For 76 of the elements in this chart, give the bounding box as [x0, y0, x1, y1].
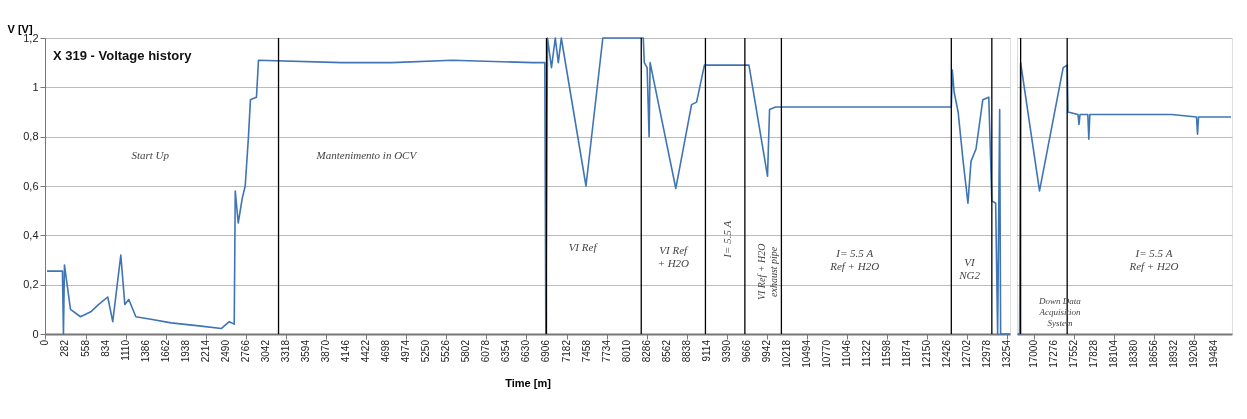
y-tick-label: 0: [32, 327, 39, 340]
x-tick-label: 3870: [320, 339, 332, 363]
x-tick-label: 5526: [440, 339, 452, 363]
x-tick-label: 10218: [780, 339, 792, 368]
x-tick-label: 6906: [540, 339, 552, 363]
x-tick-label: 18656: [1147, 339, 1159, 368]
x-tick-label: 8838: [680, 339, 692, 363]
x-tick-label: 3042: [259, 339, 271, 363]
x-tick-label: 18380: [1127, 339, 1139, 368]
x-tick-label: 3318: [279, 339, 291, 363]
x-tick-label: 11046: [841, 339, 853, 368]
x-tick-label: 4698: [380, 339, 392, 363]
y-tick-label: 0,4: [23, 228, 39, 241]
x-tick-label: 13254: [1001, 339, 1013, 368]
x-tick-label: 19208: [1188, 339, 1200, 368]
x-tick-label: 3594: [299, 339, 311, 363]
x-tick-label: 17276: [1047, 339, 1059, 368]
x-tick-label: 558: [79, 339, 91, 357]
x-tick-label: 8562: [660, 339, 672, 363]
x-tick-label: 19484: [1208, 339, 1220, 368]
x-axis-title: Time [m]: [505, 377, 552, 389]
x-tick-label: 7182: [560, 339, 572, 363]
x-tick-label: 11874: [901, 339, 913, 368]
annotation: VI Ref: [568, 241, 599, 254]
annotation: I= 5.5 A: [721, 220, 734, 259]
x-tick-label: 12426: [941, 339, 953, 368]
x-tick-label: 18104: [1107, 339, 1119, 368]
x-tick-label: 834: [99, 339, 111, 357]
x-tick-label: 11322: [861, 339, 873, 368]
x-tick-label: 17552: [1067, 339, 1079, 368]
annotation: Mantenimento in OCV: [315, 149, 418, 162]
x-tick-label: 18932: [1167, 339, 1179, 368]
x-tick-label: 9390: [720, 339, 732, 363]
x-tick-label: 4974: [400, 339, 412, 363]
y-tick-label: 0,2: [23, 278, 39, 291]
x-tick-label: 1662: [159, 339, 171, 363]
x-tick-label: 17828: [1087, 339, 1099, 368]
x-tick-label: 7734: [600, 339, 612, 363]
x-tick-label: 1938: [179, 339, 191, 363]
x-tick-label: 10770: [821, 339, 833, 368]
y-tick-label: 0,6: [23, 179, 39, 192]
x-tick-label: 1110: [119, 339, 131, 361]
x-tick-label: 5250: [420, 339, 432, 363]
x-tick-label: 11598: [881, 339, 893, 368]
text: X 319 - Voltage history: [53, 48, 193, 63]
annotation: VI NG2: [958, 255, 981, 281]
x-tick-label: 4422: [360, 339, 372, 363]
annotation: VI Ref + H2O exhaust pipe: [756, 243, 780, 301]
x-tick-label: 2490: [219, 339, 231, 363]
x-tick-label: 6078: [480, 339, 492, 363]
x-tick-label: 4146: [340, 339, 352, 363]
x-tick-label: 0: [39, 339, 50, 346]
y-tick-label: 1: [32, 80, 39, 93]
x-tick-label: 6630: [520, 339, 532, 363]
x-tick-label: 8010: [620, 339, 632, 363]
x-tick-label: 12150: [921, 339, 933, 368]
x-tick-label: 2214: [199, 339, 211, 363]
x-tick-label: 1386: [139, 339, 151, 363]
x-tick-label: 9942: [760, 339, 772, 363]
x-tick-label: 8286: [640, 339, 652, 363]
annotation: I= 5.5 A Ref + H2O: [829, 247, 880, 273]
x-tick-label: 7458: [580, 339, 592, 363]
x-tick-label: 9666: [740, 339, 752, 363]
annotation: I= 5.5 A Ref + H2O: [1128, 247, 1179, 273]
annotation: VI Ref + H2O: [657, 244, 690, 270]
x-tick-label: 10494: [801, 339, 813, 368]
y-tick-label: 0,8: [23, 130, 39, 143]
x-tick-label: 5802: [460, 339, 472, 363]
x-tick-label: 9114: [700, 339, 712, 362]
x-tick-label: 17000: [1027, 339, 1039, 368]
annotation: Start Up: [131, 149, 170, 162]
x-tick-label: 12978: [981, 339, 993, 368]
x-tick-label: 282: [59, 339, 71, 357]
x-tick-label: 12702: [961, 339, 973, 368]
x-tick-label: 6354: [500, 339, 512, 363]
x-tick-label: 2766: [239, 339, 251, 363]
